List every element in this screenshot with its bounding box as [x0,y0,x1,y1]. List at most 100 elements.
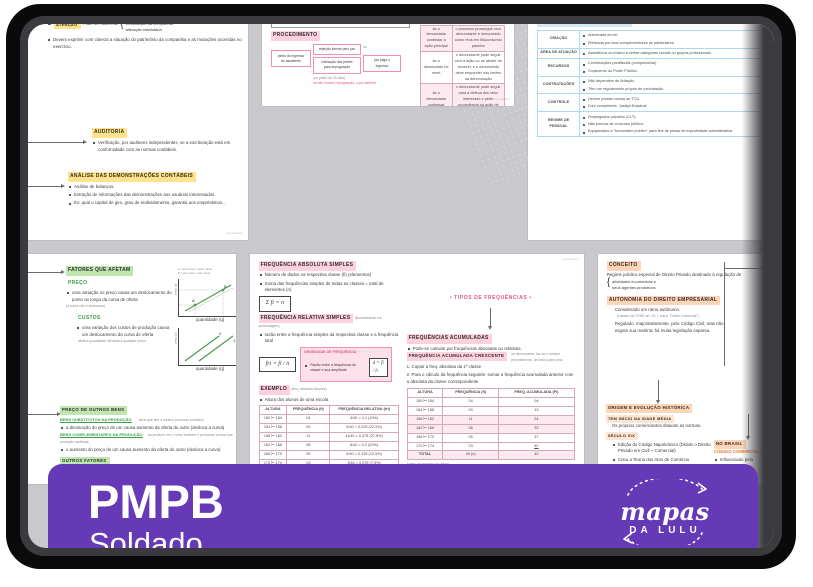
preco-header: PREÇO [68,279,88,286]
auditoria-header: AUDITORIA [92,128,128,138]
cell: 40 (n) [442,450,499,461]
row-key: CRIAÇÃO [537,29,580,49]
origem-item-1: Edição do Código Napoleônico (Divide o D… [612,442,726,456]
flow-note-2: se não houver impugnação, o juiz deferir… [313,80,377,85]
page-procedimento-assistente[interactable]: mapasdalulu assistente processual PROCED… [262,24,514,106]
preco-outros-header: PREÇO DE OUTROS BENS [60,406,128,415]
row-key: CONTRATAÇÕES [537,75,580,95]
cell: 03 [442,441,499,452]
exemplo-text: Altura dos alunos de uma escola [259,397,399,404]
custos-header: CUSTOS [78,314,101,321]
page-oferta[interactable]: mapasdalulu FATORES QUE AFETAM PREÇO uma… [28,254,236,484]
freq-abs-item-2: Soma das frequências simples de todas as… [259,281,399,295]
page-row-1: mapasdalulu ▲ ATENÇÃO Pode ser diferente… [28,24,774,240]
cell: 154 ⊢ 158 [258,423,288,434]
conceito-brace: atividades econômicas e seus agentes pro… [612,278,656,290]
page-tecnicas-contabeis[interactable]: mapasdalulu ▲ ATENÇÃO Pode ser diferente… [28,24,248,240]
cell: 40 [497,441,575,452]
mapas-da-lulu-logo: mapas DA LULU [606,479,724,548]
autonomia-item-3: Regulado, majoritariamente, pelo Código … [614,321,724,334]
cell: 166 ⊢ 170 [406,432,444,443]
col: FREQUÊNCIA (fi) [442,388,499,399]
custos-text: uma variação dos custos de produção caus… [76,325,174,339]
row-key: REGIME DE PESSOAL [537,111,580,138]
page-subtitle: • TIPOS DE FREQUÊNCIAS • [449,294,532,301]
cell: TOTAL [406,450,444,461]
cell: 158 ⊢ 162 [406,414,444,425]
row-key: ÁREA DE ATUAÇÃO [537,47,580,59]
analise-item-1: Análise de balanços. [68,184,244,191]
cell: 150 ⊢ 154 [258,414,288,425]
cell: 13 [497,406,575,416]
cell: o processo prossegue com denunciante e d… [451,24,506,53]
cell: 162 ⊢ 166 [258,440,288,451]
freq-absoluta-header: FREQUÊNCIA ABSOLUTA SIMPLES [258,261,357,271]
origem-item-2: Criou a Teoria dos Atos de Comércio [612,457,726,464]
cell: 8/40 = 0,2 (20%) [329,440,399,451]
cell: Equiparados a "funcionário público" para… [582,129,768,135]
cell: 04 [286,414,331,425]
legend-a: A: menor preço, menor oferta [178,268,212,271]
svg-text:A: A [192,298,195,303]
densidade-title: DENSIDADE DE FREQUÊNCIA [304,350,357,355]
cell: 09 [442,406,499,416]
auditoria-text: Verificação, por auditores independentes… [92,140,242,154]
preco-note: (a curva não é deslocada) [66,303,106,308]
cell: 08 [442,423,499,434]
y-axis-label: preço (p) [173,283,178,295]
flow-step-2: rejeição liminar pelo juiz [313,43,361,55]
cell: 4/40 = 0,1 (10%) [329,414,399,425]
formula-d: d = fi / h [368,357,389,378]
cell: o denunciante pode seguir com a ação ou … [451,51,506,85]
sub-complementares: BENS COMPLEMENTARES NA PRODUÇÃO [60,431,143,438]
col: FREQ. ACUMULADA (Fi) [497,388,575,399]
cell: Assistência ou ensino a certas categoria… [582,51,768,57]
supply-curve-chart-1: A: menor preço, menor oferta B: maior pr… [173,268,236,324]
x-axis-label: quantidade (q) [196,366,225,371]
flow-step-3: intimação das partes para impugnação [313,56,361,74]
sub-substitutos-note: bens que têm o mesmo processo produtivo [138,417,204,422]
banner-subtitle: Soldado [89,526,203,548]
col: FREQUÊNCIA (fi) [286,405,331,416]
custos-note: afeta a quantidade ofertada a qualquer p… [78,338,146,343]
x-axis-label: quantidade (q) [196,317,225,323]
analise-header: ANÁLISE DAS DEMONSTRAÇÕES CONTÁBEIS [68,172,197,182]
autonomia-header: AUTONOMIA DO DIREITO EMPRESARIAL [606,295,721,306]
flow-note: (no prazo de 15 dias) [313,75,346,80]
page-distribuicoes-frequencias[interactable]: mapasdalulu FREQUÊNCIA ABSOLUTA SIMPLES … [249,254,584,484]
dotted-circle-arrow-icon [623,479,707,545]
col: ALTURA [406,388,444,399]
substitutos-text: a diminuição do preço de um causa aument… [60,425,236,432]
cell: Contribuições parafiscais (compulsórias) [582,61,768,67]
course-banner: PMPB Soldado mapas DA LULU [48,464,758,548]
preco-text: uma variação no preço causa um deslocame… [66,290,174,304]
cell: 04 [497,397,575,408]
cell: 40 [497,450,575,461]
exemplo-header: EXEMPLO [258,385,291,396]
tablet-device-frame: mapasdalulu ▲ ATENÇÃO Pode ser diferente… [6,4,796,569]
cell: 166 ⊢ 170 [258,449,288,460]
cell: Não dependem de licitação. [582,79,768,85]
freq-acum-cresc-header: FREQUÊNCIA ACUMULADA CRESCENTE [406,352,508,362]
sub-substitutos: BENS SUBSTITUTOS NA PRODUÇÃO [60,416,132,423]
legend-b: B: maior preço, maior oferta [178,272,211,276]
cell: 9/40 = 0,225 (22,5%) [329,423,399,434]
atencao-badge: ATENÇÃO [53,24,81,30]
cell: o denunciante pode seguir para a defesa … [451,83,506,106]
cell: se o denunciado confessar [419,83,453,106]
freq-acumuladas-header: FREQUÊNCIAS ACUMULADAS [406,334,492,344]
conceito-text: Regime jurídico especial de Direito Priv… [606,271,742,277]
cell: Empregados privados (CLT). [582,115,768,121]
col: ALTURA [258,405,288,416]
cell: Foro competente: Justiça Estadual [582,104,768,110]
cell: se o denunciado contestar a ação princip… [419,24,453,53]
banner-title: PMPB [88,475,224,528]
row-key: RECURSOS [537,57,580,77]
conceito-header: CONCEITO [606,261,641,271]
analise-item-3: Ex: qual o capital de giro, grau de endi… [68,200,244,207]
logo-wordmark: mapas [620,497,710,526]
flow-or: ou [363,45,367,50]
procedimento-header: PROCEDIMENTO [271,30,321,41]
y-axis-label: preço (p) [173,332,178,344]
cell: se o denunciado for revel [419,51,453,85]
